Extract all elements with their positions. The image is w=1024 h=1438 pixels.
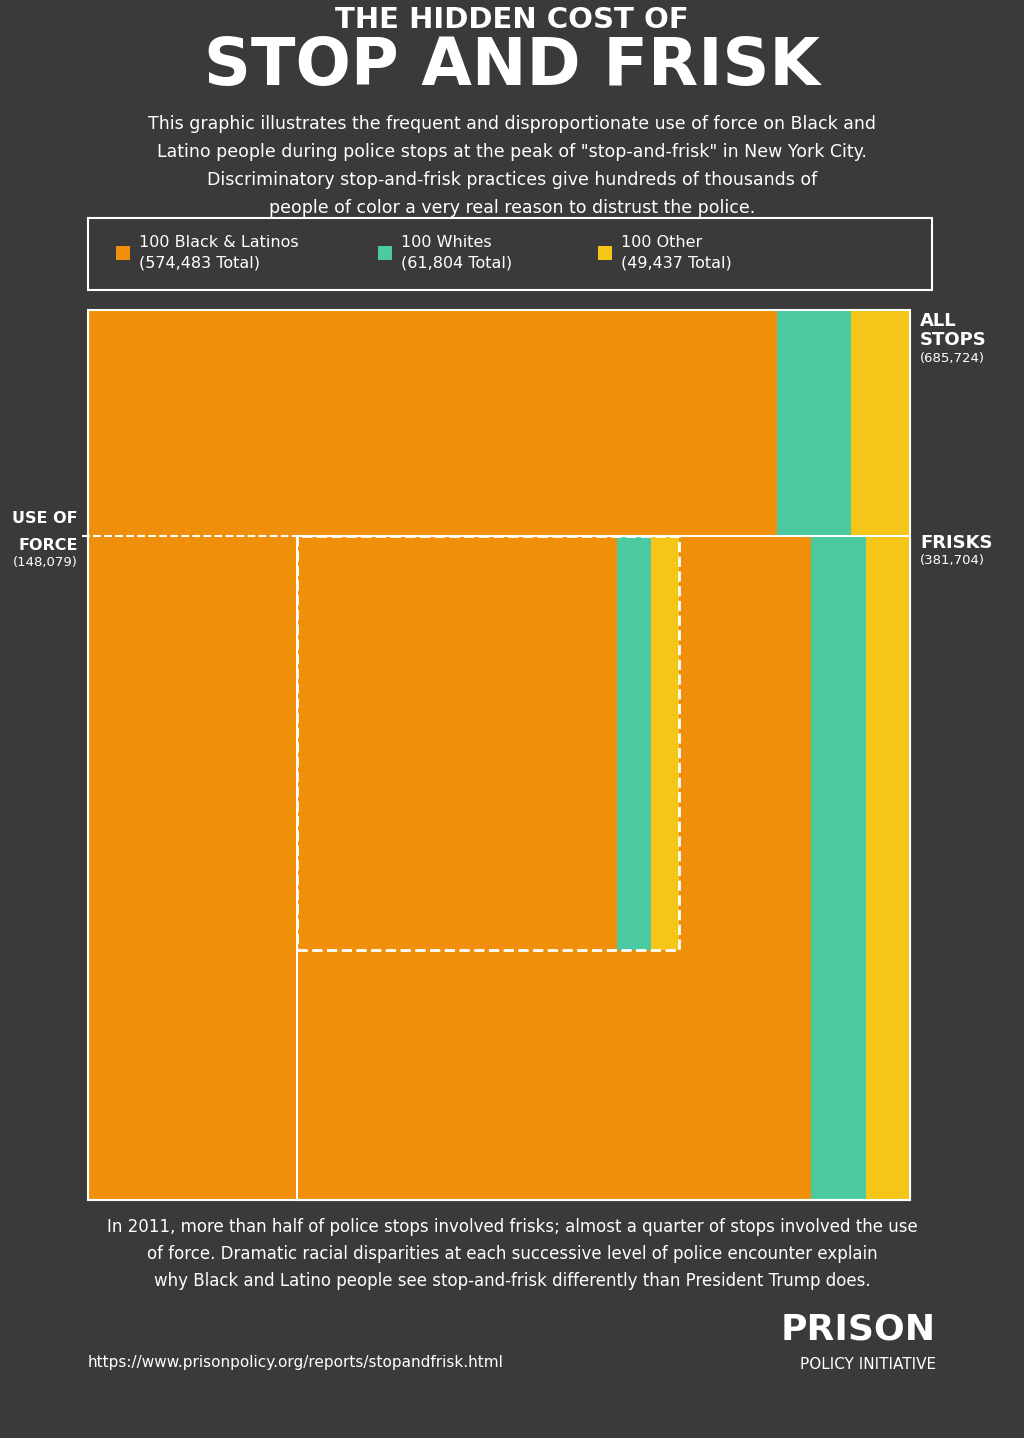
Bar [651, 536, 679, 949]
Text: THE HIDDEN COST OF: THE HIDDEN COST OF [335, 6, 689, 35]
Text: PRISON: PRISON [781, 1311, 936, 1346]
Text: (148,079): (148,079) [13, 557, 78, 569]
Text: (381,704): (381,704) [920, 554, 985, 567]
Bar [297, 536, 616, 949]
Bar [865, 536, 910, 1199]
Bar [88, 219, 932, 290]
Text: (685,724): (685,724) [920, 352, 985, 365]
Text: ALL: ALL [920, 312, 956, 329]
Bar [297, 536, 910, 1199]
Text: 100 Whites
(61,804 Total): 100 Whites (61,804 Total) [401, 236, 512, 270]
Bar [297, 536, 811, 1199]
Bar [851, 311, 910, 1199]
Text: STOPS: STOPS [920, 331, 987, 349]
Text: This graphic illustrates the frequent and disproportionate use of force on Black: This graphic illustrates the frequent an… [148, 115, 876, 217]
Bar [776, 311, 851, 1199]
Text: STOP AND FRISK: STOP AND FRISK [204, 35, 820, 99]
Bar [88, 311, 776, 1199]
Bar [598, 246, 612, 260]
Bar [616, 536, 651, 949]
Text: 100 Black & Latinos
(574,483 Total): 100 Black & Latinos (574,483 Total) [139, 236, 299, 270]
Text: 100 Other
(49,437 Total): 100 Other (49,437 Total) [621, 236, 732, 270]
Bar [811, 536, 865, 1199]
Bar [116, 246, 130, 260]
Bar [297, 536, 679, 949]
Text: USE OF: USE OF [12, 510, 78, 526]
Text: In 2011, more than half of police stops involved frisks; almost a quarter of sto: In 2011, more than half of police stops … [106, 1218, 918, 1290]
Text: FORCE: FORCE [18, 538, 78, 554]
Bar [378, 246, 392, 260]
Text: FRISKS: FRISKS [920, 533, 992, 552]
Text: POLICY INITIATIVE: POLICY INITIATIVE [800, 1357, 936, 1372]
Text: https://www.prisonpolicy.org/reports/stopandfrisk.html: https://www.prisonpolicy.org/reports/sto… [88, 1355, 504, 1370]
Bar [88, 311, 910, 1199]
